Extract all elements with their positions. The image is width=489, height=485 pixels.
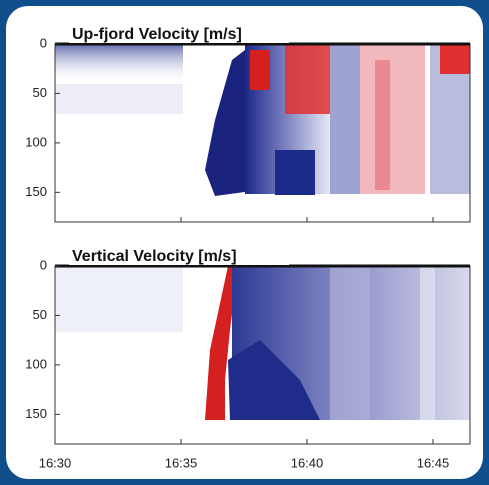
- heatmap-patch: [440, 44, 470, 74]
- heatmap-1: [55, 44, 470, 196]
- title-bg: [69, 246, 289, 265]
- axes: Up-fjord Velocity [m/s] 0 50 100 150 Vertical…: [25, 24, 471, 470]
- y-tick-label: 0: [40, 257, 47, 272]
- heatmap-patch: [205, 266, 238, 420]
- heatmap-patch: [250, 50, 270, 90]
- heatmap-patch: [360, 44, 425, 194]
- heatmap-2: [55, 266, 470, 420]
- panel-title: Vertical Velocity [m/s]: [72, 248, 237, 265]
- heatmap-patch: [285, 44, 330, 114]
- heatmap-patch: [330, 266, 370, 420]
- heatmap-patch: [55, 266, 183, 332]
- y-tick-label: 0: [40, 35, 47, 50]
- heatmap-patch: [375, 60, 390, 190]
- x-tick-label: 16:35: [165, 455, 198, 470]
- title-bg: [69, 24, 289, 43]
- heatmap-patch: [55, 84, 183, 114]
- x-tick-label: 16:45: [417, 455, 450, 470]
- heatmap-patch: [275, 150, 315, 195]
- y-tick-label: 100: [25, 356, 47, 371]
- y-tick-label: 150: [25, 406, 47, 421]
- y-tick-label: 50: [33, 85, 47, 100]
- y-tick-label: 100: [25, 134, 47, 149]
- heatmap-patch: [420, 266, 435, 420]
- x-tick-label: 16:30: [39, 455, 72, 470]
- heatmap-patch: [55, 44, 183, 84]
- x-tick-label: 16:40: [291, 455, 324, 470]
- heatmap-patch: [330, 44, 360, 194]
- y-tick-label: 150: [25, 184, 47, 199]
- panel-title: Up-fjord Velocity [m/s]: [72, 26, 242, 43]
- heatmap-patch: [228, 340, 320, 420]
- y-tick-label: 50: [33, 307, 47, 322]
